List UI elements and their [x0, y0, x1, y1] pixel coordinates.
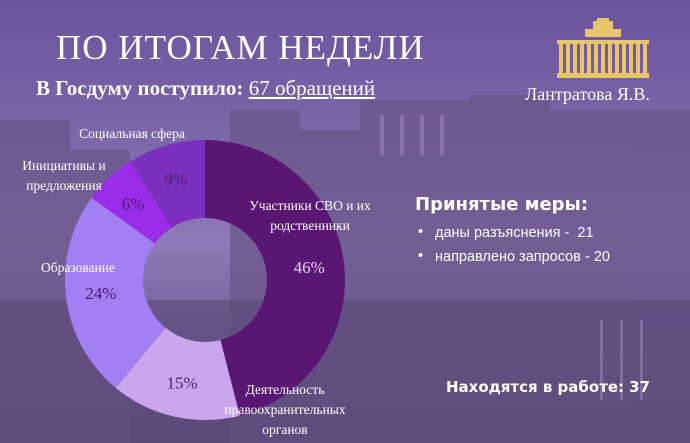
slice-value-label: 46%	[294, 258, 325, 277]
measures-list: даны разъяснения - 21 направлено запросо…	[415, 224, 610, 265]
measure-item-requests: направлено запросов - 20	[418, 248, 610, 265]
measures-title: Принятые меры:	[415, 194, 589, 215]
slice-value-label: 6%	[122, 194, 145, 213]
in-work-summary: Находятся в работе: 37	[441, 378, 650, 396]
appeals-count: 67 обращений	[248, 76, 376, 100]
donut-slice-деятельность-правоохранительных-органов	[115, 327, 240, 420]
slice-value-label: 24%	[85, 284, 116, 303]
category-label-инициативы-и-предложения: Инициативы и предложения	[22, 158, 105, 193]
subtitle-prefix: В Госдуму поступило:	[36, 76, 249, 100]
category-label-социальная-сфера: Социальная сфера	[79, 126, 185, 141]
category-label-образование: Образование	[41, 260, 115, 275]
measures-block: Принятые меры: даны разъяснения - 21 нап…	[415, 194, 610, 273]
donut-slice-участники-сво-и-их-родственники	[205, 140, 346, 416]
in-work-label: Находятся в работе:	[446, 378, 625, 396]
subtitle: В Госдуму поступило: 67 обращений	[36, 76, 375, 101]
measure-item-explanations: даны разъяснения - 21	[418, 224, 610, 241]
slice-value-label: 9%	[164, 170, 187, 189]
measure-label: даны разъяснения -	[435, 225, 570, 241]
page-title: ПО ИТОГАМ НЕДЕЛИ	[56, 28, 425, 67]
measure-value: 21	[577, 225, 594, 241]
measure-label: направлено запросов -	[435, 249, 590, 265]
category-label-участники-сво-и-их-родственники: Участники СВО и их родственники	[249, 198, 371, 233]
author-name: Лантратова Я.В.	[525, 84, 650, 104]
parliament-building-icon	[557, 18, 649, 78]
category-label-деятельность-правоохранительных-органов: Деятельность правоохранительных органов	[224, 382, 345, 437]
in-work-value: 37	[629, 378, 650, 396]
donut-slice-инициативы-и-предложения	[91, 161, 172, 244]
donut-slice-социальная-сфера	[129, 140, 205, 228]
donut-slice-образование	[65, 197, 166, 388]
measure-value: 20	[593, 249, 610, 265]
slice-value-label: 15%	[167, 373, 198, 392]
